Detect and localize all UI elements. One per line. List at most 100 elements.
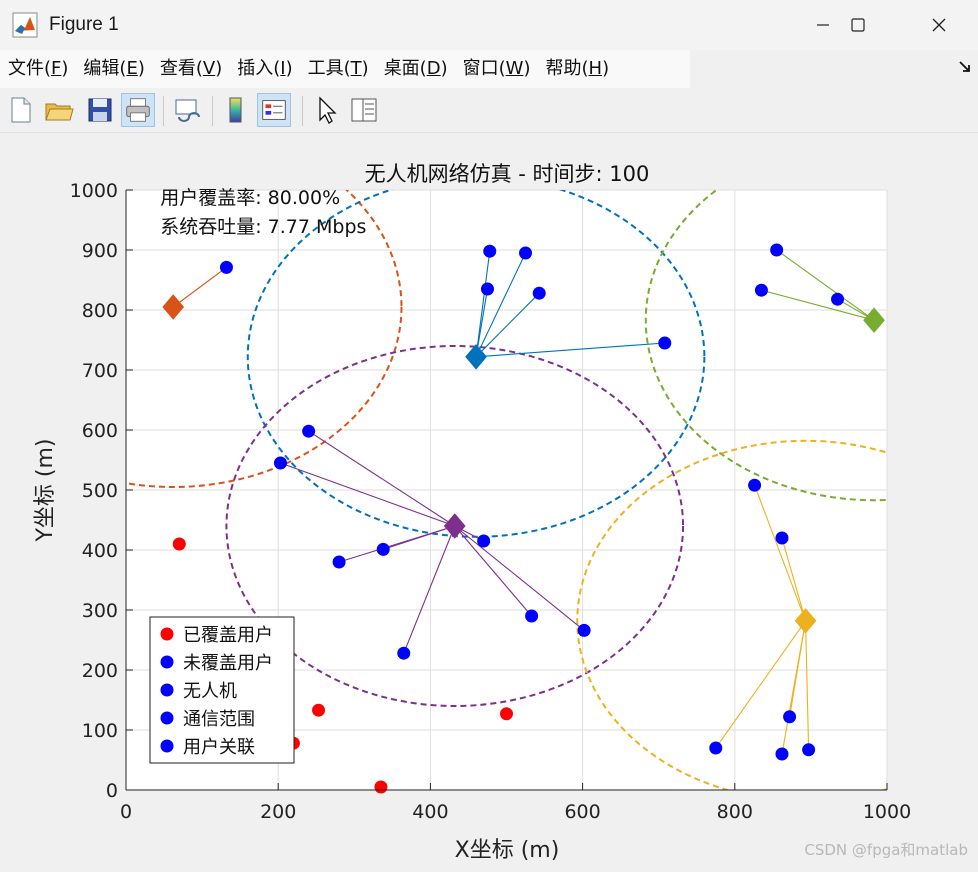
menu-item-suffix: ) (440, 58, 448, 79)
associated-user-point (775, 531, 789, 545)
user-association-line (475, 288, 489, 357)
menu-item-accelerator: I (280, 58, 286, 79)
associated-user-point (525, 609, 539, 623)
menu-item-f[interactable]: 文件(F) (0, 50, 75, 88)
y-tick-label: 100 (82, 720, 118, 742)
drone-marker (162, 294, 185, 320)
associated-user-point (577, 623, 591, 637)
legend-entry: 未覆盖用户 (183, 653, 273, 674)
menu-item-accelerator: H (588, 58, 603, 79)
user-association-line (781, 537, 807, 621)
x-axis-label: X坐标 (m) (455, 838, 560, 863)
user-association-line (476, 342, 665, 358)
legend-marker (160, 627, 174, 641)
legend-entry: 已覆盖用户 (183, 625, 273, 646)
associated-user-point (273, 456, 287, 470)
maximize-button[interactable] (823, 0, 893, 50)
colorbar-icon[interactable] (219, 93, 253, 127)
covered-user-point (500, 707, 513, 721)
associated-user-point (802, 743, 816, 757)
menu-item-accelerator: F (51, 58, 62, 79)
drone-markers (162, 294, 885, 634)
edit-plot-icon[interactable] (309, 93, 343, 127)
scatter-chart[interactable]: 0 200 400 600 800 1000 0 100 200 300 400 500 600 700 8… (0, 133, 978, 868)
menu-item-label: 工具( (307, 58, 351, 79)
menu-item-v[interactable]: 查看(V) (152, 50, 229, 88)
matlab-logo-icon (12, 12, 38, 38)
legend-marker (160, 739, 174, 753)
legend-entry: 通信范围 (183, 709, 255, 730)
legend-marker (160, 711, 174, 725)
legend-marker (160, 655, 174, 669)
close-button[interactable] (904, 0, 974, 50)
menu-item-label: 插入( (237, 58, 281, 79)
axes: 0 200 400 600 800 1000 0 100 200 300 400 500 600 700 8… (70, 180, 912, 823)
menu-item-accelerator: V (202, 58, 216, 79)
user-association-line (383, 525, 455, 550)
y-axis-label: Y坐标 (m) (33, 438, 58, 542)
y-tick-label: 600 (82, 420, 118, 442)
y-tick-label: 900 (82, 240, 118, 262)
chart-title: 无人机网络仿真 - 时间步: 100 (365, 162, 650, 186)
covered-user-point (172, 537, 186, 551)
associated-user-point (219, 260, 233, 274)
menu-item-label: 查看( (159, 58, 203, 79)
watermark: CSDN @fpga和matlab (804, 841, 968, 859)
toolbar-separator (212, 96, 213, 126)
legend-entry: 无人机 (183, 681, 237, 702)
menu-item-e[interactable]: 编辑(E) (75, 50, 151, 88)
user-association-line (308, 430, 456, 527)
user-association-line (454, 525, 585, 631)
drone-marker (465, 344, 487, 370)
link-plot-icon[interactable] (170, 93, 204, 127)
property-inspector-icon[interactable] (347, 93, 381, 127)
menu-item-d[interactable]: 桌面(D) (376, 50, 455, 88)
open-file-icon[interactable] (42, 93, 76, 127)
menu-item-h[interactable]: 帮助(H) (538, 50, 617, 88)
menu-item-w[interactable]: 窗口(W) (455, 50, 538, 88)
user-points (172, 243, 845, 794)
x-tick-label: 0 (120, 801, 132, 823)
y-tick-label: 1000 (70, 180, 118, 202)
user-association-lines (172, 249, 875, 755)
legend-entry: 用户关联 (183, 737, 255, 758)
user-association-line (776, 249, 875, 321)
menu-item-i[interactable]: 插入(I) (229, 50, 299, 88)
user-association-line (475, 252, 527, 358)
menu-item-label: 桌面( (383, 58, 427, 79)
menu-item-label: 帮助( (545, 58, 589, 79)
drone-marker (443, 513, 466, 539)
associated-user-point (332, 555, 346, 569)
window-title: Figure 1 (49, 14, 119, 35)
communication-range-circle (576, 439, 887, 790)
user-association-line (454, 525, 533, 617)
menu-item-accelerator: D (426, 58, 441, 79)
legend-icon[interactable] (257, 93, 291, 127)
user-association-line (403, 525, 456, 654)
menu-item-label: 窗口( (462, 58, 506, 79)
throughput-annotation: 系统吞吐量: 7.77 Mbps (160, 216, 366, 238)
new-figure-icon[interactable] (4, 93, 38, 127)
user-association-line (172, 266, 227, 308)
title-bar: Figure 1 (0, 0, 978, 50)
x-tick-label: 600 (564, 801, 600, 823)
toolbar-separator (163, 96, 164, 126)
associated-user-point (302, 424, 316, 438)
save-icon[interactable] (83, 93, 117, 127)
associated-user-point (480, 282, 494, 296)
minimize-button[interactable] (788, 0, 858, 50)
print-icon[interactable] (121, 93, 155, 127)
menu-item-t[interactable]: 工具(T) (300, 50, 376, 88)
dock-figure-icon[interactable] (958, 60, 972, 74)
menu-item-label: 文件( (8, 58, 52, 79)
user-association-line (280, 462, 455, 527)
y-tick-label: 0 (106, 780, 118, 802)
menu-item-accelerator: T (350, 58, 362, 79)
associated-user-point (748, 478, 762, 492)
communication-range-circle (644, 190, 887, 502)
user-association-line (715, 620, 807, 749)
menu-strip: 文件(F) 编辑(E) 查看(V) 插入(I) 工具(T) 桌面(D) 窗口(W) 帮助(H) (0, 50, 690, 88)
figure-canvas: 0 200 400 600 800 1000 0 100 200 300 400 500 600 700 8… (0, 133, 978, 868)
associated-user-point (397, 646, 411, 660)
